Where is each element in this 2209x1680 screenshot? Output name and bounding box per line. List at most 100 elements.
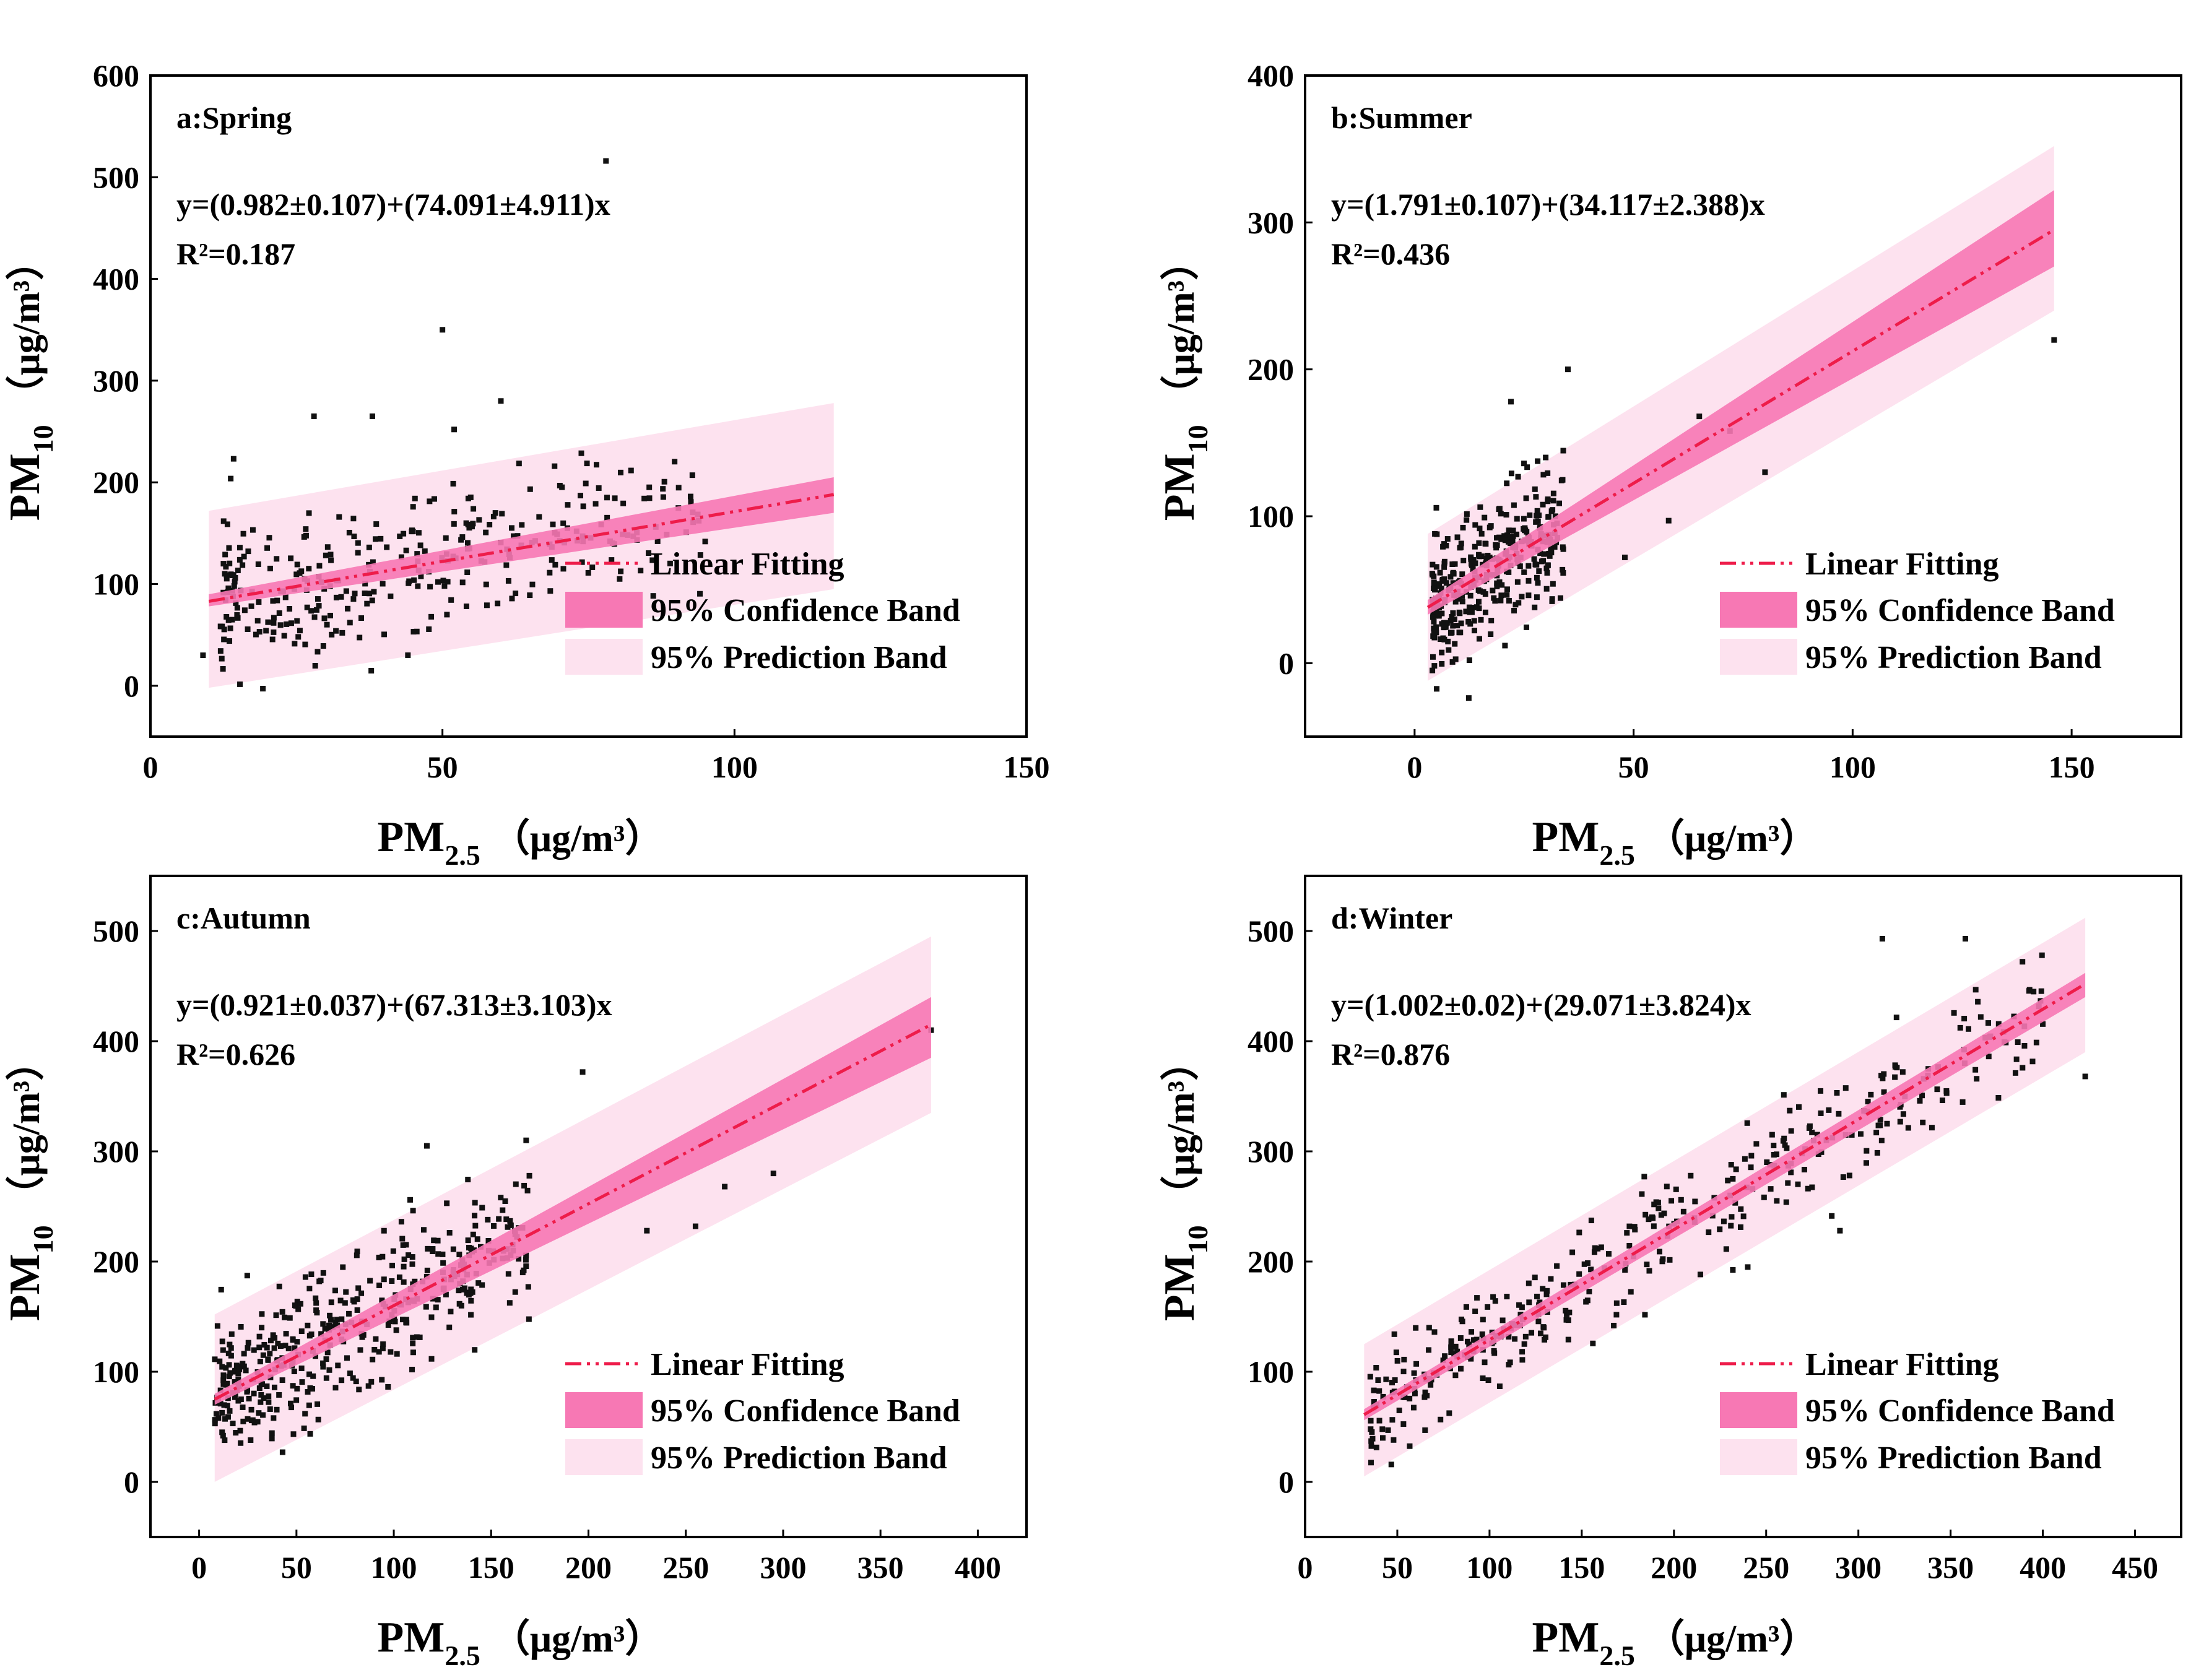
data-point: [1376, 1388, 1382, 1394]
data-point: [513, 1181, 519, 1187]
data-point: [577, 493, 583, 499]
data-point: [1457, 1335, 1464, 1341]
data-point: [1514, 579, 1521, 585]
data-point: [1525, 1280, 1532, 1286]
x-axis-title: PM2.5 （μg/m³）: [378, 813, 664, 871]
data-point: [1874, 1150, 1880, 1156]
data-point: [1430, 633, 1436, 639]
data-point: [1480, 1375, 1486, 1382]
data-point: [410, 504, 416, 510]
data-point: [1965, 1026, 1971, 1032]
data-point: [466, 1292, 472, 1298]
data-point: [238, 1396, 244, 1402]
data-point: [234, 612, 240, 618]
data-point: [505, 1271, 511, 1277]
data-point: [241, 1351, 247, 1357]
data-point: [638, 568, 644, 574]
data-point: [1748, 1153, 1755, 1159]
data-point: [468, 1312, 474, 1318]
data-point: [1508, 470, 1514, 477]
data-point: [335, 1362, 341, 1369]
data-point: [324, 621, 330, 628]
data-point: [1396, 1407, 1402, 1413]
data-point: [1413, 1325, 1419, 1331]
data-point: [1470, 605, 1477, 611]
x-axis-title: PM2.5 （μg/m³）: [1532, 813, 1818, 871]
data-point: [220, 1347, 226, 1353]
data-point: [279, 1449, 285, 1455]
x-tick-label: 350: [1927, 1550, 1974, 1585]
data-point: [579, 1069, 586, 1075]
data-point: [1527, 512, 1533, 518]
data-point: [1383, 1376, 1389, 1382]
data-point: [1388, 1461, 1394, 1468]
data-point: [373, 536, 379, 542]
data-point: [1655, 1200, 1661, 1206]
data-point: [298, 1365, 305, 1371]
data-point: [414, 551, 420, 557]
data-point: [270, 1332, 276, 1338]
data-point: [441, 583, 448, 589]
data-point: [1508, 399, 1514, 405]
data-point: [1939, 1098, 1945, 1104]
x-tick-label: 100: [371, 1550, 417, 1585]
data-point: [212, 1417, 218, 1423]
data-point: [212, 1421, 218, 1427]
data-point: [240, 1404, 246, 1410]
data-point: [305, 1389, 311, 1395]
data-point: [1643, 1211, 1649, 1218]
data-point: [1503, 512, 1509, 518]
data-point: [1516, 600, 1522, 606]
data-point: [1443, 580, 1449, 586]
data-point: [306, 1402, 312, 1408]
data-point: [1697, 1271, 1703, 1278]
data-point: [1532, 1275, 1538, 1281]
data-point: [1431, 1329, 1438, 1335]
data-point: [229, 617, 235, 623]
data-point: [250, 1417, 256, 1423]
data-point: [479, 1205, 485, 1211]
data-point: [324, 544, 331, 550]
y-tick-label: 200: [1248, 352, 1294, 387]
data-point: [1563, 1307, 1569, 1314]
data-point: [1458, 620, 1464, 626]
data-point: [412, 495, 418, 501]
data-point: [702, 539, 708, 545]
data-point: [350, 516, 357, 522]
data-point: [1491, 595, 1497, 601]
data-point: [338, 594, 344, 600]
data-point: [1458, 540, 1464, 547]
data-point: [1550, 498, 1556, 504]
data-point: [401, 1256, 407, 1262]
data-point: [1622, 1266, 1628, 1273]
data-point: [1729, 1214, 1735, 1220]
data-point: [292, 641, 298, 647]
data-point: [1768, 1186, 1774, 1192]
data-point: [1805, 1185, 1811, 1192]
data-point: [1389, 1380, 1395, 1386]
data-point: [376, 1254, 382, 1260]
data-point: [290, 1383, 296, 1389]
data-point: [1515, 474, 1521, 480]
data-point: [511, 533, 517, 539]
data-point: [1899, 1069, 1906, 1075]
data-point: [410, 529, 416, 535]
data-point: [1373, 1444, 1379, 1450]
data-point: [1391, 1331, 1397, 1337]
data-point: [299, 1379, 305, 1385]
data-point: [1498, 592, 1504, 599]
data-point: [238, 1323, 244, 1330]
data-point: [557, 482, 563, 488]
data-point: [1728, 1223, 1734, 1229]
data-point: [1490, 587, 1496, 594]
data-point: [410, 1349, 416, 1356]
y-tick-label: 300: [93, 363, 139, 398]
data-point: [1468, 561, 1474, 567]
data-point: [1373, 1365, 1379, 1371]
data-point: [509, 525, 515, 531]
data-point: [1480, 589, 1486, 595]
x-tick-label: 50: [1382, 1550, 1413, 1585]
data-point: [366, 544, 372, 550]
data-point: [255, 561, 261, 567]
x-tick-label: 350: [857, 1550, 904, 1585]
